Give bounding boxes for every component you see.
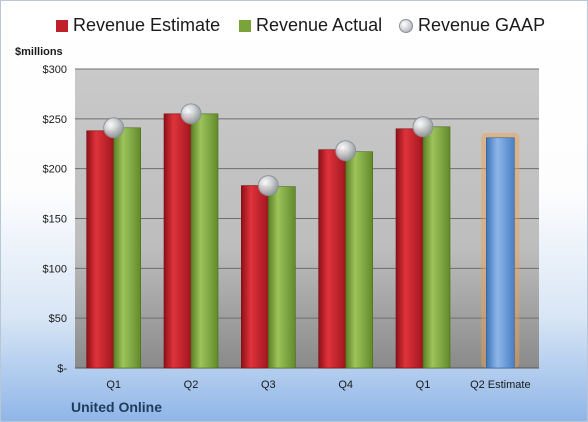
bar-estimate — [86, 130, 114, 369]
bar-actual — [422, 126, 451, 369]
legend-item-estimate: Revenue Estimate — [56, 15, 220, 36]
bar-estimate — [395, 128, 424, 369]
y-tick-label: $100 — [43, 263, 67, 275]
bar-estimate — [163, 113, 192, 369]
company-name: United Online — [71, 399, 162, 415]
legend-swatch-actual — [239, 19, 251, 32]
y-axis: $- $50 $100 $150 $200 $250 $300 — [43, 64, 68, 375]
gaap-markers — [103, 103, 434, 197]
legend-item-actual: Revenue Actual — [239, 15, 382, 36]
bar-actual — [345, 151, 373, 369]
legend-marker-gaap — [399, 18, 413, 33]
legend-label-actual: Revenue Actual — [256, 15, 383, 35]
gaap-marker — [103, 117, 125, 139]
y-tick-label: $200 — [43, 164, 67, 176]
x-tick-label: Q2 — [184, 379, 199, 391]
gaap-marker — [412, 116, 434, 138]
x-axis: Q1 Q2 Q3 Q4 Q1 Q2 Estimate — [106, 379, 530, 391]
x-tick-label: Q1 — [106, 379, 121, 391]
bar-actual — [268, 186, 296, 369]
y-tick-label: $250 — [43, 114, 67, 126]
x-tick-label: Q4 — [338, 379, 353, 391]
bar-estimate — [318, 149, 346, 369]
y-tick-label: $50 — [49, 313, 67, 325]
legend-swatch-estimate — [56, 19, 68, 32]
y-tick-label: $- — [57, 363, 67, 375]
bar-estimate — [241, 185, 269, 369]
gaap-marker — [257, 175, 279, 197]
bars — [86, 113, 520, 369]
legend-item-gaap: Revenue GAAP — [399, 15, 545, 36]
x-tick-label: Q3 — [261, 379, 276, 391]
gridlines — [75, 68, 539, 369]
gaap-marker — [335, 140, 357, 162]
bar-actual — [113, 127, 141, 369]
legend-label-estimate: Revenue Estimate — [73, 15, 221, 35]
y-tick-label: $150 — [43, 214, 67, 226]
x-tick-label: Q2 Estimate — [470, 379, 531, 391]
legend-label-gaap: Revenue GAAP — [418, 15, 546, 35]
y-tick-label: $300 — [43, 64, 67, 76]
bar-forecast — [486, 137, 515, 369]
bar-actual — [190, 113, 219, 369]
x-tick-label: Q1 — [416, 379, 431, 391]
legend: Revenue Estimate Revenue Actual Revenue … — [1, 15, 587, 41]
gaap-marker — [180, 103, 202, 125]
y-axis-unit-label: $millions — [15, 46, 63, 58]
